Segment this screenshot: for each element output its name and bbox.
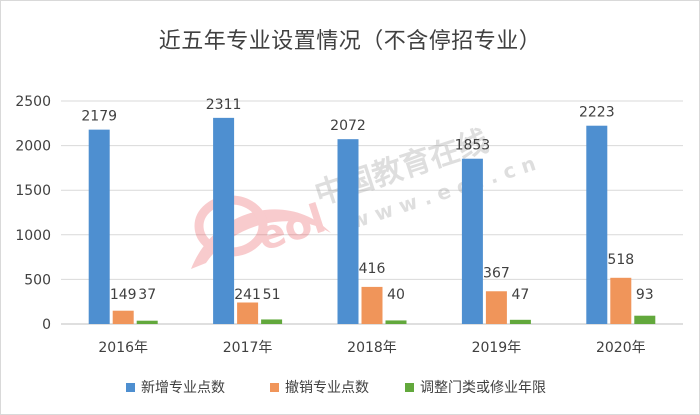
- legend-label-1: 撤销专业点数: [285, 380, 369, 396]
- bar-series-0-1: [213, 117, 235, 325]
- data-label: 149: [110, 287, 137, 303]
- bar-series-2-1: [261, 319, 283, 324]
- data-label: 47: [511, 287, 529, 303]
- y-tick-label: 500: [24, 272, 51, 288]
- legend-swatch-1: [270, 383, 279, 392]
- data-label: 367: [483, 265, 510, 281]
- bar-series-2-0: [136, 320, 158, 324]
- bar-series-1-2: [361, 286, 383, 324]
- x-tick-label: 2018年: [347, 340, 397, 356]
- data-label: 51: [263, 287, 281, 303]
- x-tick-label: 2017年: [223, 340, 273, 356]
- bar-series-0-4: [586, 125, 608, 324]
- bar-series-2-3: [509, 319, 531, 324]
- data-label: 2311: [206, 97, 242, 113]
- bar-series-0-2: [337, 139, 359, 324]
- x-tick-label: 2019年: [472, 340, 522, 356]
- data-label: 1853: [455, 138, 491, 154]
- data-label: 2072: [330, 118, 366, 134]
- data-label: 518: [607, 252, 634, 268]
- bar-series-0-3: [461, 158, 483, 324]
- data-label: 416: [359, 261, 386, 277]
- y-tick-label: 1000: [15, 228, 51, 244]
- legend-swatch-2: [405, 383, 414, 392]
- chart-title: 近五年专业设置情况（不含停招专业）: [158, 29, 542, 54]
- bar-series-1-0: [112, 310, 134, 324]
- bar-series-1-4: [610, 277, 632, 324]
- data-label: 2223: [579, 105, 615, 121]
- bar-series-2-2: [385, 320, 407, 324]
- data-label: 40: [387, 287, 405, 303]
- y-tick-label: 2500: [15, 94, 51, 110]
- data-label: 241: [234, 287, 261, 303]
- bar-series-1-1: [237, 302, 259, 324]
- legend-label-0: 新增专业点数: [141, 380, 225, 396]
- y-tick-label: 1500: [15, 183, 51, 199]
- x-tick-label: 2020年: [596, 340, 646, 356]
- y-tick-label: 2000: [15, 139, 51, 155]
- data-label: 2179: [81, 109, 117, 125]
- legend-swatch-0: [126, 383, 135, 392]
- x-tick-label: 2016年: [98, 340, 148, 356]
- bar-series-1-3: [485, 291, 507, 324]
- bar-series-0-0: [88, 129, 110, 324]
- data-label: 93: [636, 287, 654, 303]
- bar-series-2-4: [634, 315, 656, 324]
- legend-label-2: 调整门类或修业年限: [420, 380, 546, 396]
- data-label: 37: [138, 287, 156, 303]
- y-tick-label: 0: [42, 317, 51, 333]
